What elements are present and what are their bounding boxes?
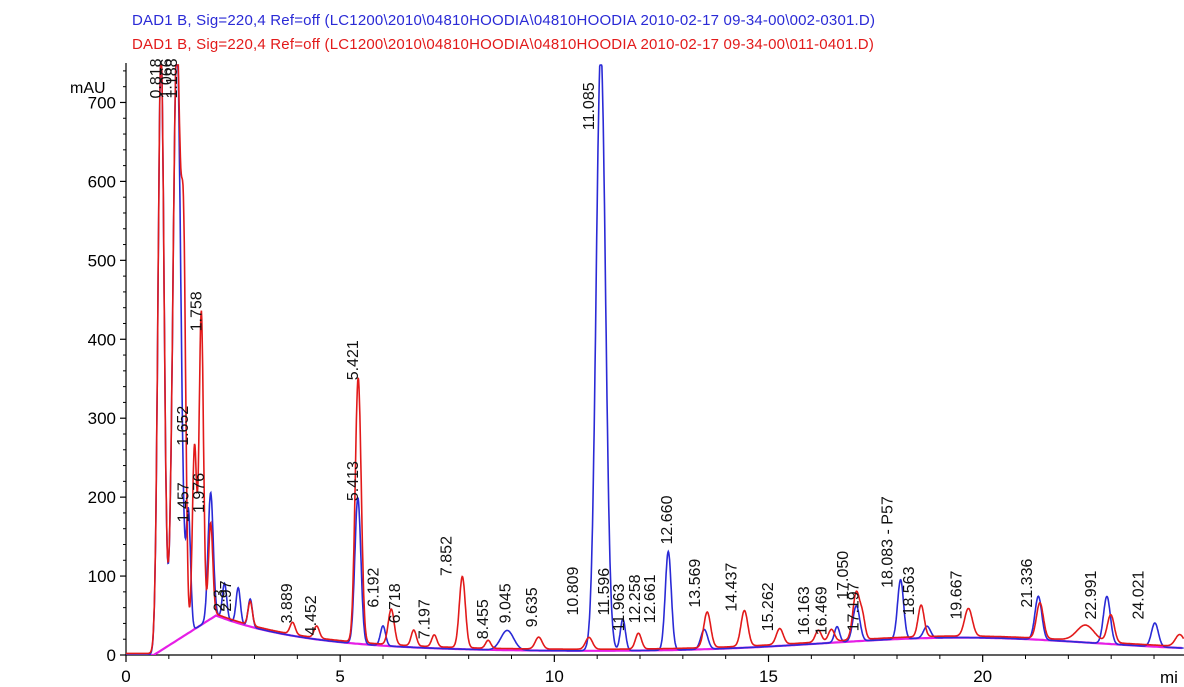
peak-label: 1.976: [191, 473, 208, 513]
peak-label: 6.718: [387, 583, 404, 623]
y-tick-label: 400: [88, 330, 116, 349]
title-line-1: DAD1 B, Sig=220,4 Ref=off (LC1200\2010\0…: [132, 12, 875, 29]
peak-label: 15.262: [760, 582, 777, 631]
peak-label: 7.852: [438, 536, 455, 576]
peak-label: 1.758: [188, 291, 205, 331]
peak-label: 10.809: [565, 566, 582, 615]
peak-label: 16.469: [813, 586, 830, 635]
peak-label: 3.889: [279, 583, 296, 623]
peak-label: 8.455: [475, 599, 492, 639]
peak-label: 2.3: [211, 589, 228, 611]
peak-label: 9.635: [524, 587, 541, 627]
y-tick-label: 200: [88, 488, 116, 507]
peak-label: 5.413: [345, 461, 362, 501]
peak-label: 19.667: [948, 570, 965, 619]
y-tick-label: 0: [107, 646, 116, 665]
x-tick-label: 20: [973, 667, 992, 686]
y-tick-label: 100: [88, 567, 116, 586]
x-tick-label: 15: [759, 667, 778, 686]
peak-label: 1.066: [158, 58, 175, 98]
y-tick-label: 300: [88, 409, 116, 428]
peak-label: 18.563: [901, 566, 918, 615]
y-tick-label: 600: [88, 172, 116, 191]
x-tick-label: 10: [545, 667, 564, 686]
peak-label: 18.083 - P57: [880, 496, 897, 588]
peak-label: 2.97: [218, 580, 235, 611]
y-tick-label: 700: [88, 93, 116, 112]
title-line-2: DAD1 B, Sig=220,4 Ref=off (LC1200\2010\0…: [132, 36, 874, 53]
peak-label: 11.596: [596, 568, 613, 616]
peak-label: 1.188: [164, 58, 181, 98]
peak-label: 22.991: [1083, 570, 1100, 619]
y-tick-label: 500: [88, 251, 116, 270]
peak-label: 24.021: [1130, 570, 1147, 619]
peak-label: 12.258: [627, 574, 644, 623]
peak-label: 21.336: [1019, 559, 1036, 608]
peak-label: 13.569: [687, 559, 704, 608]
peak-label: 6.192: [366, 567, 383, 607]
peak-label: 1.457: [175, 482, 192, 522]
x-tick-label: 0: [121, 667, 130, 686]
peak-label: 0.818: [148, 58, 165, 98]
peak-label: 1.652: [175, 406, 192, 446]
series-traces: [126, 64, 1184, 655]
peak-label: 12.661: [642, 574, 659, 623]
y-axis-title: mAU: [70, 80, 106, 97]
peak-label: 11.085: [581, 82, 598, 130]
peak-label: 7.197: [416, 599, 433, 639]
x-axis-title: mi: [1160, 668, 1178, 687]
peak-label: 4.452: [303, 595, 320, 635]
peak-label: 5.421: [345, 340, 362, 380]
peak-label: 12.660: [659, 495, 676, 544]
x-tick-label: 5: [335, 667, 344, 686]
y-axis: 0 100 200 300 400 500 600 700: [88, 63, 127, 665]
series-line-1: [126, 64, 1184, 655]
peak-label: 17.050: [835, 551, 852, 600]
peak-label: 9.045: [498, 583, 515, 623]
peak-label: 16.163: [796, 586, 813, 635]
peak-label: 17.197: [846, 582, 863, 631]
peak-label: 14.437: [723, 563, 740, 612]
series-line-2: [126, 64, 1184, 655]
peak-label: 11.963: [611, 583, 628, 631]
x-axis: 0 5 10 15 20: [121, 654, 1184, 686]
